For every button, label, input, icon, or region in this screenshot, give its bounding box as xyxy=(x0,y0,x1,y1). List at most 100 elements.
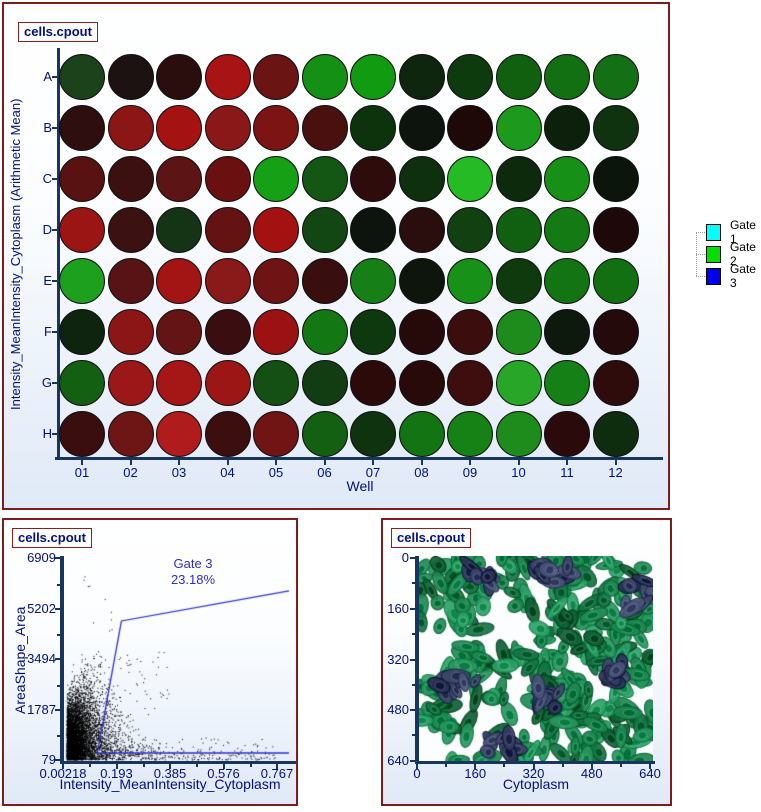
well-mark[interactable] xyxy=(350,360,396,406)
well-mark[interactable] xyxy=(447,54,493,100)
gate-legend-item[interactable]: Gate 1 xyxy=(696,218,761,246)
well-mark[interactable] xyxy=(544,360,590,406)
gate-legend-item[interactable]: Gate 2 xyxy=(696,240,761,268)
well-mark[interactable] xyxy=(495,105,542,151)
well-mark[interactable] xyxy=(544,309,590,355)
well-mark[interactable] xyxy=(447,258,493,304)
well-mark[interactable] xyxy=(592,258,639,304)
well-mark[interactable] xyxy=(253,156,299,202)
well-mark[interactable] xyxy=(447,360,493,406)
cell-image[interactable] xyxy=(419,556,653,761)
well-mark[interactable] xyxy=(592,411,639,457)
well-mark[interactable] xyxy=(495,156,542,202)
well-mark[interactable] xyxy=(495,309,542,355)
well-mark[interactable] xyxy=(156,309,202,355)
well-mark[interactable] xyxy=(495,207,542,253)
well-mark[interactable] xyxy=(301,105,348,151)
well-mark[interactable] xyxy=(107,105,154,151)
scatter-plot-area[interactable] xyxy=(62,556,296,762)
well-mark[interactable] xyxy=(350,309,396,355)
well-mark[interactable] xyxy=(592,207,639,253)
well-mark[interactable] xyxy=(59,156,105,202)
well-mark[interactable] xyxy=(204,105,251,151)
well-mark[interactable] xyxy=(156,207,202,253)
well-mark[interactable] xyxy=(107,156,154,202)
well-mark[interactable] xyxy=(107,207,154,253)
well-mark[interactable] xyxy=(107,258,154,304)
well-mark[interactable] xyxy=(398,258,445,304)
well-mark[interactable] xyxy=(592,309,639,355)
well-mark[interactable] xyxy=(253,258,299,304)
well-mark[interactable] xyxy=(350,411,396,457)
well-mark[interactable] xyxy=(301,258,348,304)
well-mark[interactable] xyxy=(156,105,202,151)
well-mark[interactable] xyxy=(592,54,639,100)
well-mark[interactable] xyxy=(253,54,299,100)
well-mark[interactable] xyxy=(204,258,251,304)
well-mark[interactable] xyxy=(107,54,154,100)
well-mark[interactable] xyxy=(204,309,251,355)
gate-legend-swatch[interactable] xyxy=(706,267,721,285)
well-mark[interactable] xyxy=(59,360,105,406)
well-mark[interactable] xyxy=(253,360,299,406)
well-mark[interactable] xyxy=(107,411,154,457)
well-mark[interactable] xyxy=(156,156,202,202)
well-mark[interactable] xyxy=(301,411,348,457)
well-mark[interactable] xyxy=(398,360,445,406)
well-mark[interactable] xyxy=(447,411,493,457)
well-mark[interactable] xyxy=(544,258,590,304)
well-mark[interactable] xyxy=(350,105,396,151)
well-mark[interactable] xyxy=(253,207,299,253)
well-mark[interactable] xyxy=(59,411,105,457)
well-mark[interactable] xyxy=(398,309,445,355)
well-mark[interactable] xyxy=(350,258,396,304)
well-mark[interactable] xyxy=(253,411,299,457)
well-mark[interactable] xyxy=(398,207,445,253)
well-mark[interactable] xyxy=(544,156,590,202)
well-mark[interactable] xyxy=(107,360,154,406)
well-mark[interactable] xyxy=(59,54,105,100)
well-mark[interactable] xyxy=(495,258,542,304)
gate-legend-item[interactable]: Gate 3 xyxy=(696,262,761,290)
well-mark[interactable] xyxy=(495,54,542,100)
well-mark[interactable] xyxy=(398,411,445,457)
well-mark[interactable] xyxy=(495,360,542,406)
well-mark[interactable] xyxy=(398,156,445,202)
well-mark[interactable] xyxy=(544,54,590,100)
well-mark[interactable] xyxy=(592,105,639,151)
well-mark[interactable] xyxy=(495,411,542,457)
well-mark[interactable] xyxy=(398,54,445,100)
gate-legend-swatch[interactable] xyxy=(706,245,721,263)
well-mark[interactable] xyxy=(350,207,396,253)
well-mark[interactable] xyxy=(447,309,493,355)
well-mark[interactable] xyxy=(156,360,202,406)
well-mark[interactable] xyxy=(301,309,348,355)
well-mark[interactable] xyxy=(350,54,396,100)
well-mark[interactable] xyxy=(253,105,299,151)
well-mark[interactable] xyxy=(301,54,348,100)
well-mark[interactable] xyxy=(301,360,348,406)
well-mark[interactable] xyxy=(204,54,251,100)
well-mark[interactable] xyxy=(204,207,251,253)
plate-title[interactable]: cells.cpout xyxy=(18,22,98,42)
well-mark[interactable] xyxy=(301,156,348,202)
well-mark[interactable] xyxy=(59,309,105,355)
well-mark[interactable] xyxy=(544,105,590,151)
scatter-title[interactable]: cells.cpout xyxy=(12,528,92,548)
well-mark[interactable] xyxy=(156,411,202,457)
well-mark[interactable] xyxy=(447,156,493,202)
well-mark[interactable] xyxy=(59,105,105,151)
well-mark[interactable] xyxy=(544,411,590,457)
well-mark[interactable] xyxy=(544,207,590,253)
gate-legend-swatch[interactable] xyxy=(706,223,721,241)
well-mark[interactable] xyxy=(107,309,154,355)
well-mark[interactable] xyxy=(592,156,639,202)
well-mark[interactable] xyxy=(156,54,202,100)
well-mark[interactable] xyxy=(301,207,348,253)
well-mark[interactable] xyxy=(447,207,493,253)
well-mark[interactable] xyxy=(204,411,251,457)
well-mark[interactable] xyxy=(350,156,396,202)
well-mark[interactable] xyxy=(398,105,445,151)
well-mark[interactable] xyxy=(592,360,639,406)
well-mark[interactable] xyxy=(447,105,493,151)
